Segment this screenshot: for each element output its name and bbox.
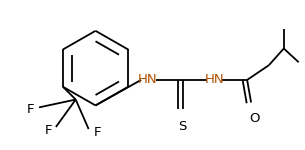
Text: F: F [94,126,101,139]
Text: O: O [249,112,259,125]
Text: S: S [178,120,187,133]
Text: HN: HN [138,73,158,86]
Text: F: F [45,124,52,137]
Text: HN: HN [205,73,224,86]
Text: F: F [27,103,34,116]
